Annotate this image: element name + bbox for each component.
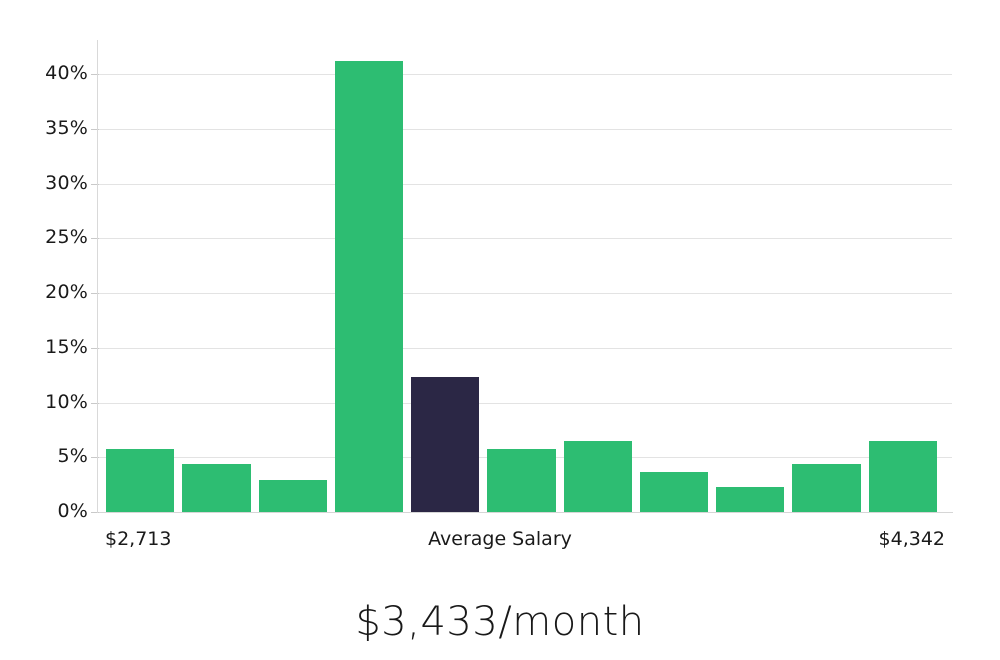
y-axis-tick-label: 40% xyxy=(45,62,88,84)
y-axis-tick xyxy=(91,183,99,185)
gridline xyxy=(97,183,952,185)
bar xyxy=(792,463,861,512)
bar xyxy=(563,440,632,512)
y-axis-tick xyxy=(91,293,99,294)
bar xyxy=(868,440,937,512)
gridline xyxy=(97,402,952,404)
y-axis-tick xyxy=(91,74,99,75)
y-axis-tick xyxy=(91,402,99,404)
bar xyxy=(334,60,404,512)
gridline xyxy=(97,238,952,240)
y-axis-spine xyxy=(97,40,98,513)
gridline xyxy=(97,293,952,294)
bar-highlighted xyxy=(411,377,480,512)
bar xyxy=(716,486,785,512)
bar xyxy=(258,480,327,512)
y-axis-tick-label: 20% xyxy=(45,281,88,303)
x-axis-label-min: $2,713 xyxy=(105,528,172,550)
chart-caption: $3,433/month xyxy=(355,599,645,645)
y-axis-tick xyxy=(91,238,99,240)
bar xyxy=(639,471,709,512)
gridline xyxy=(97,128,952,130)
gridline xyxy=(97,347,952,349)
x-axis-label-max: $4,342 xyxy=(878,528,945,550)
y-axis-tick xyxy=(91,512,99,513)
bar xyxy=(182,463,251,512)
bar xyxy=(487,448,556,512)
y-axis-tick-label: 15% xyxy=(45,335,88,358)
y-axis-tick-label: 10% xyxy=(45,390,88,413)
y-axis-tick-label: 0% xyxy=(57,500,88,522)
y-axis-tick-label: 25% xyxy=(45,226,88,249)
y-axis-tick-label: 30% xyxy=(45,171,88,194)
y-axis-tick xyxy=(91,457,99,459)
y-axis-tick-label: 5% xyxy=(57,445,88,468)
x-axis-label-average: Average Salary xyxy=(428,528,572,550)
y-axis-tick xyxy=(91,347,99,349)
gridline xyxy=(97,74,952,75)
y-axis-tick-label: 35% xyxy=(45,116,88,139)
gridline xyxy=(97,512,953,513)
y-axis-tick xyxy=(91,128,99,130)
bar xyxy=(106,448,175,512)
